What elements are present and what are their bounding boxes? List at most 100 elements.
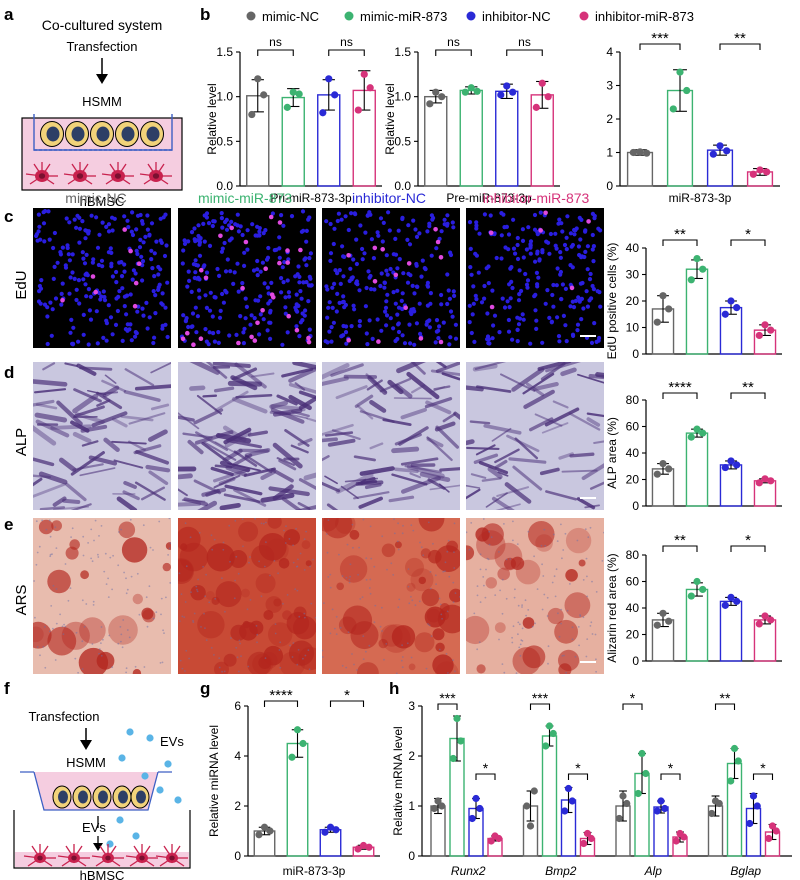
cell-speck [218,657,221,659]
nucleus [94,309,99,314]
nucleus [134,248,139,253]
nucleus [268,310,273,315]
cell-speck [278,649,281,651]
bar [495,90,519,187]
cell-speck [111,666,114,669]
nucleus [35,238,40,243]
edu-positive-nucleus [306,339,312,345]
cell-speck [240,655,242,658]
cell-speck [452,659,454,662]
alp-stain [522,372,555,395]
alp-stain [500,373,536,392]
nucleus [110,332,115,337]
nucleus [140,259,146,264]
mineral-nodule [439,603,450,613]
data-point [763,168,771,176]
nucleus [507,305,512,310]
data-point [642,769,650,778]
cell-speck [142,524,145,527]
cell-speck [542,575,545,577]
nucleus [474,253,479,258]
cell-speck [126,629,129,631]
nucleus [556,334,562,339]
cell-speck [531,625,534,628]
alp-stain [586,417,601,427]
cell-speck [122,619,125,621]
nucleus [210,314,215,319]
cell-speck [466,531,468,534]
cell-speck [52,584,55,587]
edu-positive-nucleus [268,214,274,220]
edu-positive-nucleus [263,266,269,272]
cell-speck [241,518,244,521]
y-tick-label: 40 [626,241,640,255]
cell-speck [48,519,51,522]
mineral-nodule [421,588,440,607]
cell-speck [210,534,213,537]
nucleus [308,283,313,288]
cell-speck [295,527,297,530]
significance-bracket [257,49,294,56]
nucleus [65,243,70,248]
nucleus [525,285,530,290]
cell-speck [54,659,57,661]
alp-stain [322,376,349,386]
cell-speck [521,640,524,642]
nucleus [413,227,418,232]
cell-speck [551,581,554,584]
nucleus [326,305,331,310]
nucleus [203,293,208,298]
alp-stain [122,490,140,501]
data-point [659,609,667,617]
mineral-nodule [432,628,445,641]
alp-stain [243,467,276,477]
edu-positive-nucleus [252,338,258,343]
cell-speck [180,593,183,595]
cell-speck [146,625,149,628]
cell-speck [130,575,133,578]
nucleus [297,280,302,285]
legend: mimic-NC mimic-miR-873 inhibitor-NC inhi… [246,9,694,24]
y-axis-title: EdU positive cells (%) [605,243,619,360]
nucleus [583,249,588,254]
arrow-down-icon [80,740,92,750]
cell-speck [485,568,487,571]
nucleus [145,326,150,331]
cell-speck [586,595,589,598]
nucleus [515,256,521,262]
y-tick-label: 80 [626,548,640,562]
cell-speck [327,576,330,578]
cell-speck [517,621,520,624]
alp-image [466,362,604,510]
nucleus [300,311,305,316]
significance-bracket [730,239,766,246]
cell-speck [297,558,299,561]
mineral-nodule [33,621,52,649]
edu-positive-nucleus [346,253,351,258]
nucleus [324,219,329,224]
mineral-nodule [305,560,312,567]
nucleus [87,308,92,313]
nucleus [280,265,285,270]
data-point [564,784,573,793]
cell-speck [577,626,580,628]
mineral-nodule [565,569,578,582]
cell-speck [307,649,310,652]
nucleus [264,257,270,262]
data-point [669,105,677,113]
nucleus [497,330,502,335]
cell-speck [234,579,237,582]
nucleus [186,324,191,330]
nucleus [133,330,138,335]
alp-stain [541,422,569,434]
cell-speck [397,522,399,525]
alp-stain [33,379,68,387]
cell-speck [446,550,449,553]
nucleus [45,341,50,347]
nucleus [164,243,169,248]
cell-speck [518,623,521,626]
nucleus [554,246,559,251]
data-point [619,792,627,800]
cell-speck [49,535,52,538]
